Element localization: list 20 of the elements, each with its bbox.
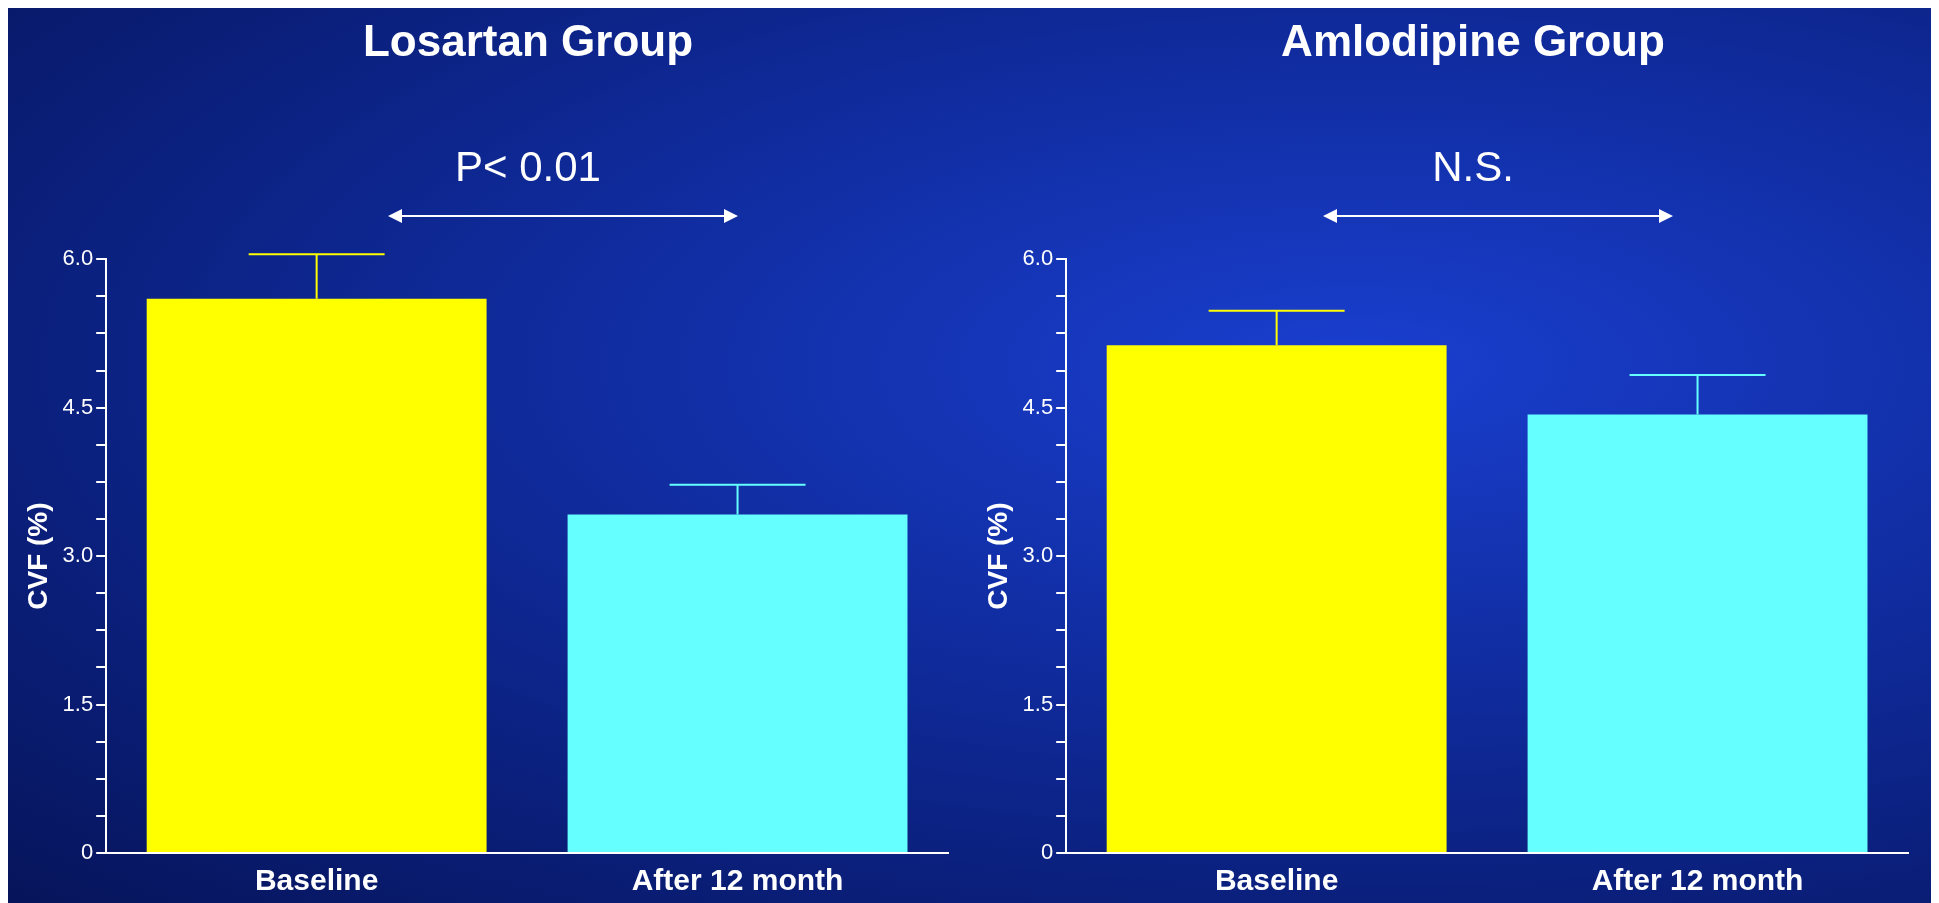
x-tick-label: After 12 month [1591,863,1804,897]
y-axis-title: CVF (%) [21,502,53,610]
y-tick-label: 1.5 [1022,690,1054,716]
y-tick-label: 6.0 [1022,245,1054,271]
y-tick-label: 3.0 [62,542,94,568]
y-axis-title: CVF (%) [981,502,1013,610]
x-tick-label: Baseline [1214,863,1339,897]
y-tick-label: 4.5 [62,393,94,419]
y-tick-label: 4.5 [1022,393,1054,419]
y-tick-label: 3.0 [1022,542,1054,568]
chart-title: Amlodipine Group [1280,16,1666,66]
text: P< 0.01 [454,143,602,191]
y-tick-label: 0 [80,839,94,865]
x-tick-label: Baseline [254,863,379,897]
y-tick-label: 0 [1040,839,1054,865]
text: N.S. [1431,143,1515,191]
chart-title: Losartan Group [362,16,694,66]
x-tick-label: After 12 month [631,863,844,897]
y-tick-label: 6.0 [62,245,94,271]
y-tick-label: 1.5 [62,690,94,716]
